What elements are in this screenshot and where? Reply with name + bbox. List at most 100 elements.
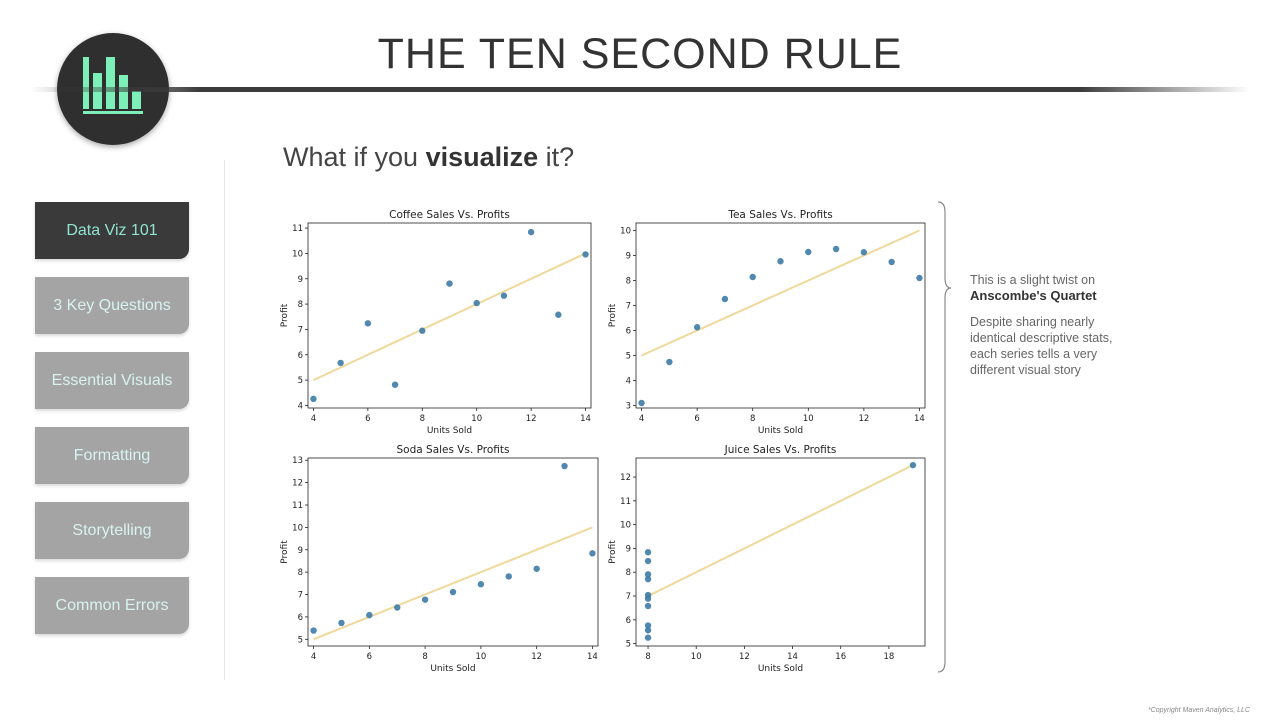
data-point (421, 596, 429, 603)
y-axis-label: Profit (280, 540, 290, 564)
chart-title: Juice Sales Vs. Profits (724, 444, 837, 456)
x-tick-label: 6 (694, 414, 699, 424)
logo-baseline (83, 111, 143, 114)
x-tick-label: 14 (914, 414, 925, 424)
y-tick-label: 10 (620, 227, 631, 237)
data-point (449, 588, 457, 596)
y-tick-label: 6 (298, 351, 303, 361)
nav-item-label: Essential Visuals (51, 371, 173, 389)
nav-item-data-viz-101[interactable]: Data Viz 101 (35, 202, 189, 259)
y-tick-label: 11 (292, 224, 303, 234)
chart-title: Tea Sales Vs. Profits (727, 209, 832, 221)
nav-item-common-errors[interactable]: Common Errors (35, 577, 189, 634)
y-tick-label: 9 (298, 546, 303, 556)
nav-item-3-key-questions[interactable]: 3 Key Questions (35, 277, 189, 334)
subtitle-emphasis: visualize (425, 142, 539, 172)
y-tick-label: 7 (298, 591, 303, 601)
data-point (644, 622, 652, 629)
curly-brace-icon (937, 201, 952, 673)
x-tick-label: 12 (858, 414, 869, 424)
nav-item-label: Data Viz 101 (66, 221, 158, 239)
x-tick-label: 12 (739, 652, 750, 662)
data-point (561, 462, 568, 470)
y-tick-label: 13 (292, 456, 303, 466)
x-tick-label: 10 (803, 414, 814, 424)
y-tick-label: 5 (298, 635, 303, 645)
y-tick-label: 9 (626, 544, 631, 554)
data-point (693, 324, 701, 331)
y-tick-label: 8 (298, 568, 303, 578)
x-tick-label: 12 (531, 652, 542, 662)
data-point (749, 273, 756, 281)
y-tick-label: 10 (292, 523, 303, 533)
trend-line (647, 464, 914, 597)
data-point (310, 627, 317, 634)
trend-line (313, 252, 586, 382)
scatter-chart-grid: Coffee Sales Vs. Profits 4 6 8 10 12 14 4 5 6 7 8 9 1… (280, 209, 926, 674)
trend-line (641, 229, 920, 357)
data-point (644, 575, 652, 583)
data-point (644, 595, 652, 602)
data-point (477, 581, 485, 588)
nav-item-essential-visuals[interactable]: Essential Visuals (35, 352, 189, 409)
y-tick-label: 12 (620, 473, 631, 483)
y-tick-label: 4 (298, 401, 303, 411)
trend-line (313, 526, 593, 641)
y-tick-label: 6 (626, 616, 631, 626)
y-tick-label: 11 (292, 501, 303, 511)
data-point (419, 327, 426, 334)
data-point (638, 399, 645, 407)
data-point (644, 549, 652, 556)
chart-title: Coffee Sales Vs. Profits (389, 209, 510, 221)
y-tick-label: 7 (626, 592, 631, 602)
y-tick-label: 9 (626, 252, 631, 262)
x-tick-label: 8 (422, 652, 427, 662)
data-point (338, 619, 345, 627)
x-tick-label: 8 (645, 652, 650, 662)
side-note: This is a slight twist on Anscombe's Quar… (970, 272, 1140, 388)
data-point (582, 251, 589, 258)
data-point (505, 573, 512, 580)
data-point (337, 359, 344, 367)
x-tick-label: 10 (691, 652, 702, 662)
x-axis-label: Units Sold (430, 664, 475, 674)
data-point (644, 634, 652, 641)
y-tick-label: 7 (298, 325, 303, 335)
y-tick-label: 8 (298, 300, 303, 310)
nav-item-storytelling[interactable]: Storytelling (35, 502, 189, 559)
data-point (777, 258, 784, 265)
x-tick-label: 8 (750, 414, 755, 424)
data-point (500, 292, 508, 299)
x-axis-label: Units Sold (758, 426, 803, 436)
data-point (666, 358, 673, 366)
x-tick-label: 6 (367, 652, 372, 662)
data-point (555, 311, 562, 318)
y-tick-label: 7 (626, 302, 631, 312)
data-point (644, 571, 652, 578)
data-point (832, 245, 840, 253)
nav-item-label: Formatting (73, 446, 151, 464)
chart-title: Soda Sales Vs. Profits (397, 444, 510, 456)
logo-bar (132, 91, 141, 109)
sidebar-divider (224, 160, 225, 680)
data-point (721, 295, 729, 303)
x-tick-label: 10 (475, 652, 486, 662)
y-tick-label: 3 (626, 402, 631, 412)
plot-frame (307, 457, 599, 647)
x-tick-label: 10 (471, 414, 482, 424)
logo-bar (106, 57, 115, 109)
nav-item-label: Common Errors (55, 596, 169, 614)
data-point (589, 550, 596, 557)
data-point (644, 557, 652, 565)
x-axis-label: Units Sold (427, 426, 472, 436)
y-tick-label: 12 (292, 479, 303, 489)
data-point (533, 565, 540, 572)
nav-item-formatting[interactable]: Formatting (35, 427, 189, 484)
y-tick-label: 4 (626, 377, 631, 387)
note-intro: This is a slight twist on Anscombe's Quar… (970, 272, 1140, 304)
subtitle-text-end: it? (538, 142, 575, 172)
x-tick-label: 14 (587, 652, 598, 662)
data-point (366, 611, 373, 619)
logo-bar (83, 57, 89, 109)
data-point (860, 249, 868, 256)
